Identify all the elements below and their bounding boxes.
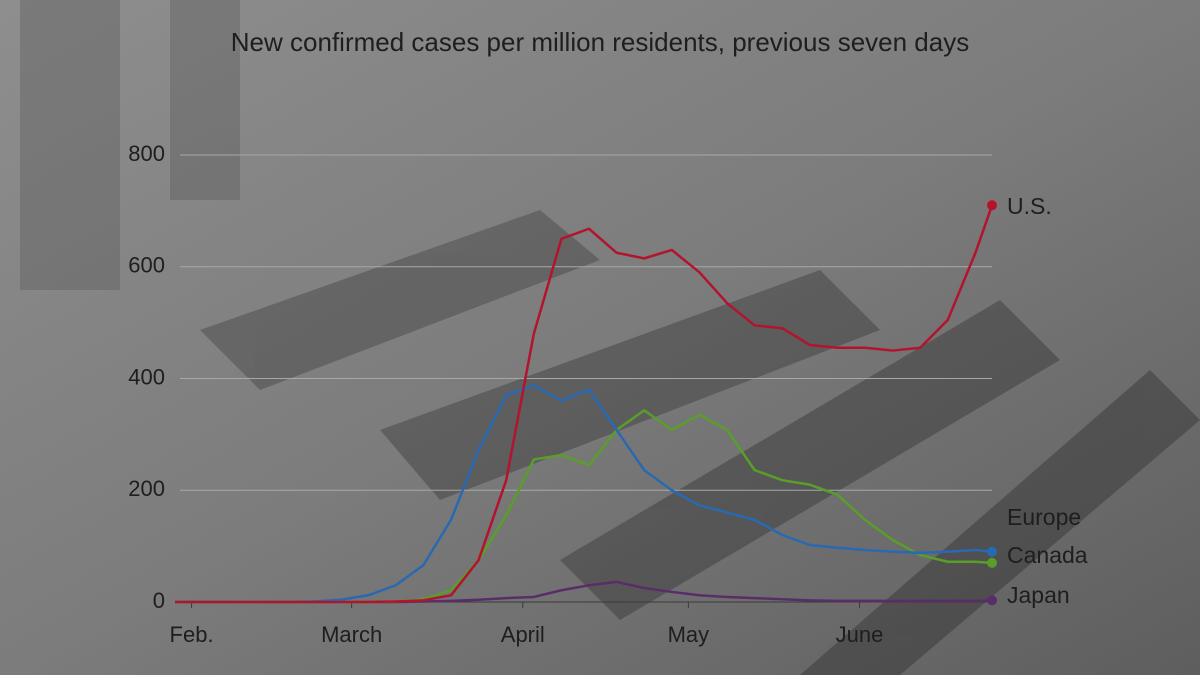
end-dot — [987, 200, 997, 211]
x-tick-label: June — [836, 622, 884, 647]
photo-shapes — [20, 0, 1200, 675]
series-line — [175, 204, 994, 604]
x-tick-label: March — [321, 622, 382, 647]
series-label: Canada — [1007, 542, 1088, 568]
series-label: U.S. — [1007, 193, 1052, 219]
y-tick-label: 0 — [153, 588, 165, 613]
y-tick-label: 400 — [128, 364, 165, 389]
end-dot — [987, 546, 997, 557]
end-dot — [987, 595, 997, 606]
y-tick-label: 600 — [128, 253, 165, 278]
series-label: Japan — [1007, 582, 1070, 608]
y-tick-label: 800 — [128, 141, 165, 166]
x-tick-label: Feb. — [170, 622, 214, 647]
x-tick-label: May — [668, 622, 710, 647]
y-tick-label: 200 — [128, 476, 165, 501]
chart-title: New confirmed cases per million resident… — [231, 27, 969, 57]
end-dot — [987, 557, 997, 568]
x-tick-label: April — [501, 622, 545, 647]
series-label: Europe — [1007, 504, 1081, 530]
